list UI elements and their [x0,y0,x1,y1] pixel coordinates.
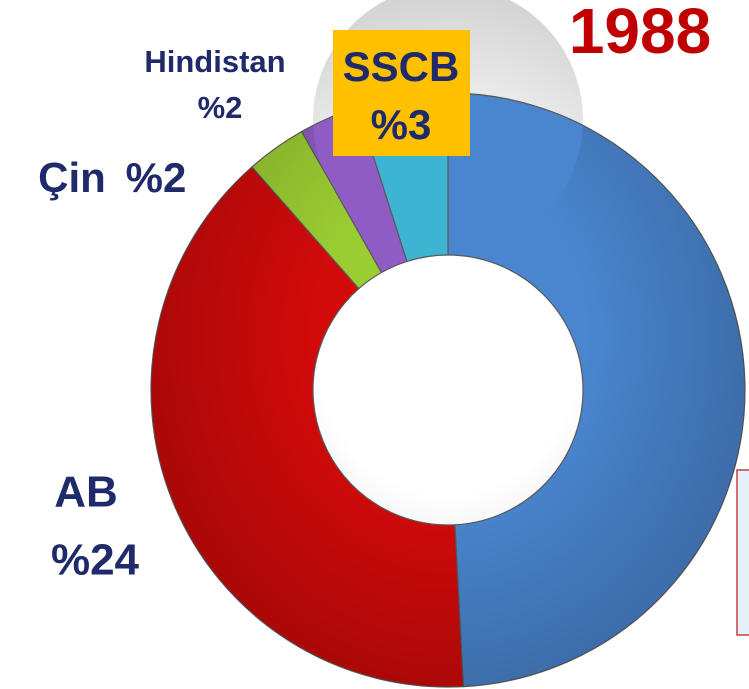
category-label: Çin [38,154,106,201]
category-label: SSCB [343,43,460,90]
value-label: %2 [198,90,243,125]
value-label: %24 [51,536,140,585]
slice [447,92,746,688]
value-label: %3 [371,101,432,148]
chart-title: 1988 [569,0,711,67]
value-label: %2 [126,154,187,201]
clipped-box [736,469,749,636]
label-box [333,30,470,156]
category-label: AB [54,468,118,517]
category-label: Hindistan [144,44,285,79]
